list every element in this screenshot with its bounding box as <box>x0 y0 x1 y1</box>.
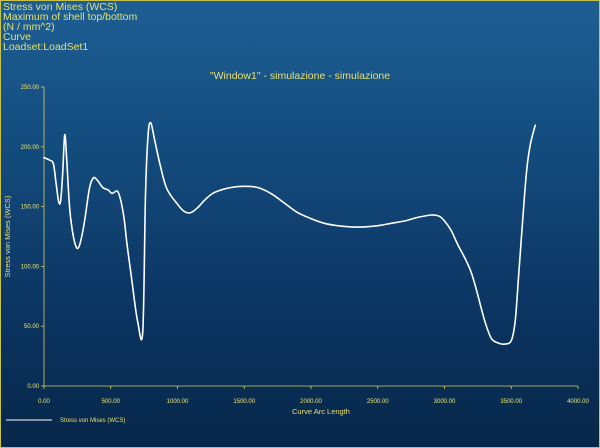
header-quantity: Stress von Mises (WCS) <box>3 1 118 13</box>
y-tick-labels: 0.00 50.00 100.00 150.00 200.00 250.00 <box>21 85 40 390</box>
x-tick-label: 1500.00 <box>233 399 255 405</box>
y-tick-label: 200.00 <box>21 145 40 151</box>
y-tick-label: 100.00 <box>21 264 40 270</box>
y-tick-label: 150.00 <box>21 205 40 211</box>
header-units: (N / mm^2) <box>3 21 55 33</box>
series-line-0 <box>43 121 537 346</box>
y-axis-label: Stress von Mises (WCS) <box>3 195 12 277</box>
header-component: Maximum of shell top/bottom <box>3 11 138 23</box>
header-loadset: Loadset:LoadSet1 <box>3 41 89 53</box>
y-tick-label: 250.00 <box>21 85 40 91</box>
chart-legend: Stress von Mises (WCS) <box>6 418 125 424</box>
x-axis-label: Curve Arc Length <box>292 407 350 416</box>
header-display-type: Curve <box>3 31 32 43</box>
x-tick-label: 0.00 <box>38 399 50 405</box>
x-tick-label: 2000.00 <box>300 399 322 405</box>
y-tick-label: 50.00 <box>24 324 40 330</box>
chart-series <box>43 121 537 346</box>
chart-title: "Window1" - simulazione - simulazione <box>209 70 391 82</box>
y-tick-label: 0.00 <box>27 384 39 390</box>
legend-entry: Stress von Mises (WCS) <box>60 418 125 424</box>
x-tick-label: 2500.00 <box>367 399 389 405</box>
x-tick-labels: 0.00 500.00 1000.00 1500.00 2000.00 2500.00 30… <box>38 399 589 405</box>
x-tick-label: 1000.00 <box>167 399 189 405</box>
x-tick-label: 500.00 <box>102 399 121 405</box>
x-tick-label: 4000.00 <box>567 399 589 405</box>
chart-axes <box>41 86 579 389</box>
x-tick-label: 3500.00 <box>500 399 522 405</box>
result-header: Stress von Mises (WCS) Maximum of shell … <box>3 1 138 53</box>
x-tick-label: 3000.00 <box>434 399 456 405</box>
